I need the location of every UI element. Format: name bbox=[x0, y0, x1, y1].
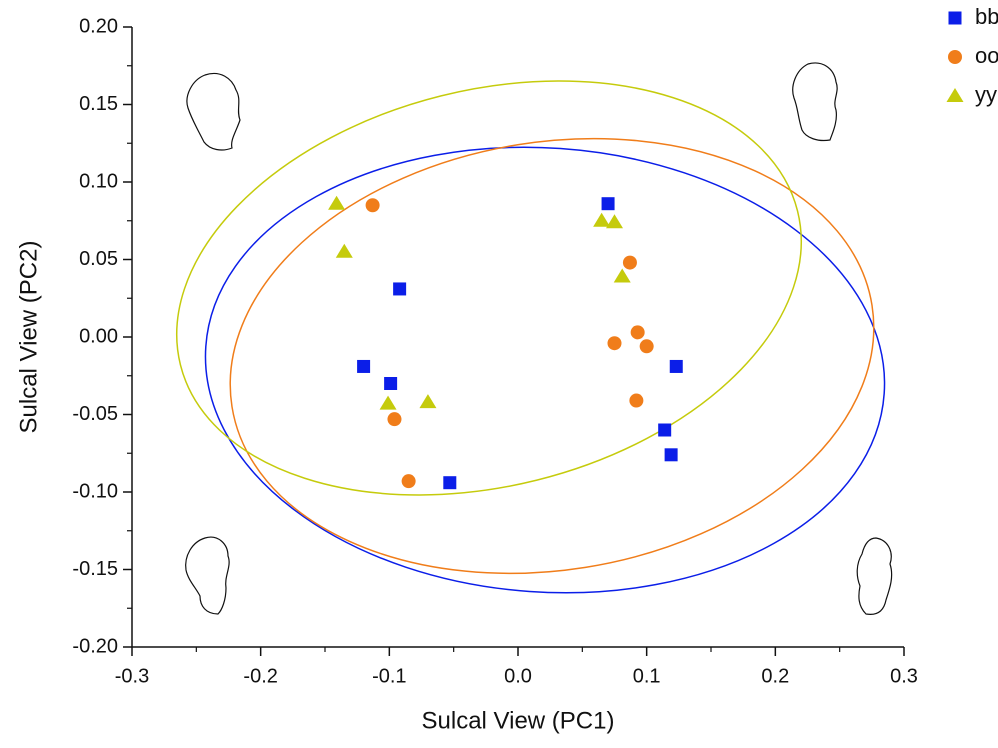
x-tick-label: 0.1 bbox=[633, 665, 661, 687]
circle-marker bbox=[387, 412, 402, 427]
y-tick-label: 0.05 bbox=[79, 248, 118, 270]
square-marker bbox=[601, 197, 615, 211]
circle-marker bbox=[607, 336, 622, 351]
triangle-marker bbox=[419, 394, 437, 409]
y-tick-label: -0.10 bbox=[72, 480, 118, 502]
triangle-marker bbox=[593, 212, 611, 227]
circle-marker bbox=[639, 339, 654, 354]
circle-marker bbox=[948, 50, 962, 64]
triangle-marker bbox=[379, 395, 397, 410]
y-tick-label: 0.20 bbox=[79, 15, 118, 37]
legend-label: oo bbox=[975, 43, 998, 68]
y-tick-label: 0.10 bbox=[79, 170, 118, 192]
square-marker bbox=[658, 423, 672, 437]
shape-outline bbox=[792, 62, 838, 142]
x-tick-label: 0.0 bbox=[504, 665, 532, 687]
square-marker bbox=[357, 359, 371, 373]
triangle-marker bbox=[613, 268, 631, 283]
y-tick-label: -0.05 bbox=[72, 403, 118, 425]
circle-marker bbox=[629, 393, 644, 408]
square-marker bbox=[393, 282, 407, 296]
ellipses bbox=[176, 80, 886, 594]
x-tick-label: -0.1 bbox=[372, 665, 406, 687]
y-tick-label: -0.20 bbox=[72, 635, 118, 657]
circle-marker bbox=[365, 198, 380, 213]
y-tick-label: 0.00 bbox=[79, 325, 118, 347]
shape-outline bbox=[186, 72, 241, 151]
square-marker bbox=[669, 359, 683, 373]
square-marker bbox=[664, 448, 678, 462]
y-tick-label: -0.15 bbox=[72, 558, 118, 580]
confidence-ellipse bbox=[204, 146, 886, 594]
square-marker bbox=[443, 476, 457, 490]
triangle-marker bbox=[328, 195, 346, 210]
circle-marker bbox=[622, 255, 637, 270]
y-tick-label: 0.15 bbox=[79, 93, 118, 115]
triangle-marker bbox=[946, 88, 964, 102]
x-axis-title: Sulcal View (PC1) bbox=[422, 707, 615, 734]
confidence-ellipse bbox=[229, 137, 875, 575]
square-marker bbox=[384, 377, 398, 390]
shape-outlines bbox=[185, 62, 893, 615]
x-tick-label: 0.3 bbox=[890, 665, 918, 687]
legend-label: yy bbox=[975, 82, 997, 107]
y-axis-title: Sulcal View (PC2) bbox=[15, 241, 42, 434]
square-marker bbox=[948, 11, 962, 25]
shape-outline bbox=[856, 537, 893, 615]
circle-marker bbox=[630, 325, 645, 340]
x-tick-label: 0.2 bbox=[761, 665, 789, 687]
triangle-marker bbox=[335, 243, 353, 258]
shape-outline bbox=[185, 536, 230, 615]
confidence-ellipse bbox=[176, 80, 802, 496]
x-tick-label: -0.2 bbox=[243, 665, 277, 687]
x-tick-label: -0.3 bbox=[115, 665, 149, 687]
circle-marker bbox=[401, 474, 416, 489]
triangle-marker bbox=[606, 214, 623, 229]
legend-label: bb bbox=[975, 4, 998, 29]
